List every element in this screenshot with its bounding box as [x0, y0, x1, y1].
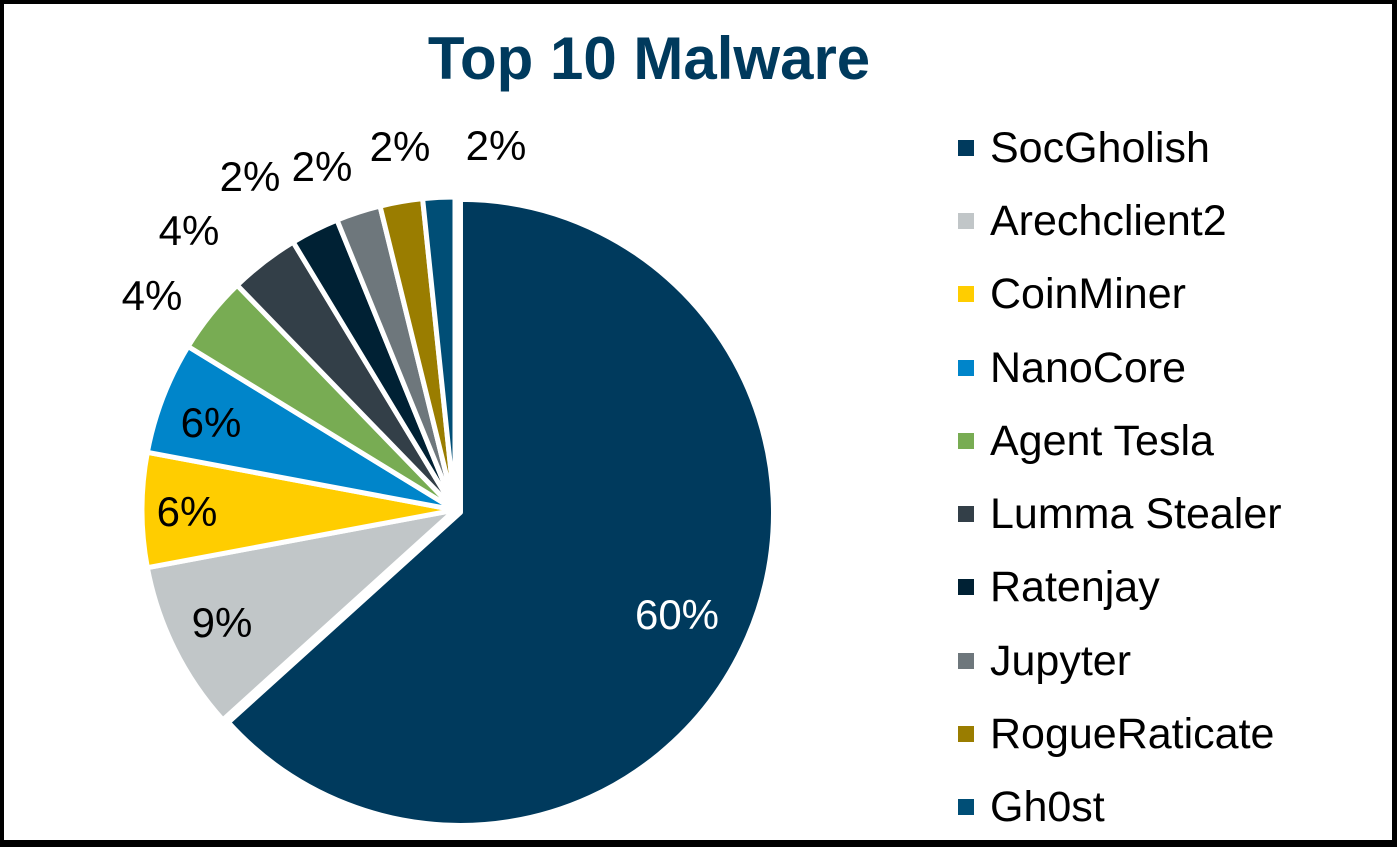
legend: SocGholish Arechclient2 CoinMiner NanoCo… [958, 111, 1378, 840]
legend-swatch-icon [958, 432, 974, 449]
legend-swatch-icon [958, 359, 974, 376]
legend-item: Jupyter [958, 624, 1378, 697]
legend-item: Arechclient2 [958, 184, 1378, 257]
slice-percent-label: 2% [219, 153, 281, 200]
slice-percent-label: 4% [158, 207, 220, 254]
pie-slice [144, 507, 458, 723]
legend-label: Lumma Stealer [990, 490, 1282, 539]
slice-percent-label: 60% [634, 591, 720, 638]
slice-percent-label: 2% [291, 143, 353, 190]
legend-label: SocGholish [990, 123, 1210, 172]
pie-slice [420, 194, 458, 513]
legend-label: RogueRaticate [990, 710, 1275, 759]
legend-label: Gh0st [990, 783, 1105, 832]
legend-swatch-icon [958, 579, 974, 596]
legend-swatch-icon [958, 139, 974, 156]
legend-swatch-icon [958, 286, 974, 303]
pie-chart [139, 194, 776, 828]
legend-item: NanoCore [958, 331, 1378, 404]
legend-label: Arechclient2 [990, 196, 1227, 245]
pie-slice [225, 196, 776, 828]
legend-label: Ratenjay [990, 563, 1160, 612]
legend-swatch-icon [958, 799, 974, 816]
legend-item: Lumma Stealer [958, 477, 1378, 550]
legend-swatch-icon [958, 212, 974, 229]
slice-percent-label: 4% [121, 272, 183, 319]
slice-percent-label: 2% [465, 122, 527, 169]
legend-item: Agent Tesla [958, 404, 1378, 477]
legend-label: Jupyter [990, 636, 1132, 685]
legend-swatch-icon [958, 726, 974, 743]
legend-item: Ratenjay [958, 551, 1378, 624]
slice-percent-label: 6% [156, 488, 218, 535]
legend-swatch-icon [958, 506, 974, 523]
legend-item: CoinMiner [958, 258, 1378, 331]
legend-label: NanoCore [990, 343, 1186, 392]
legend-label: CoinMiner [990, 270, 1186, 319]
slice-percent-label: 9% [191, 599, 253, 646]
legend-swatch-icon [958, 652, 974, 669]
legend-label: Agent Tesla [990, 416, 1214, 465]
legend-item: SocGholish [958, 111, 1378, 184]
chart-title: Top 10 Malware [427, 25, 871, 92]
slice-percent-label: 2% [369, 123, 431, 170]
chart-frame: Top 10 Malware 60% 9% 6% 6% 4% 4% 2% 2% 2% 2% Soc… [4, 4, 1392, 840]
legend-item: RogueRaticate [958, 697, 1378, 770]
legend-item: Gh0st [958, 771, 1378, 840]
slice-percent-label: 6% [180, 399, 242, 446]
